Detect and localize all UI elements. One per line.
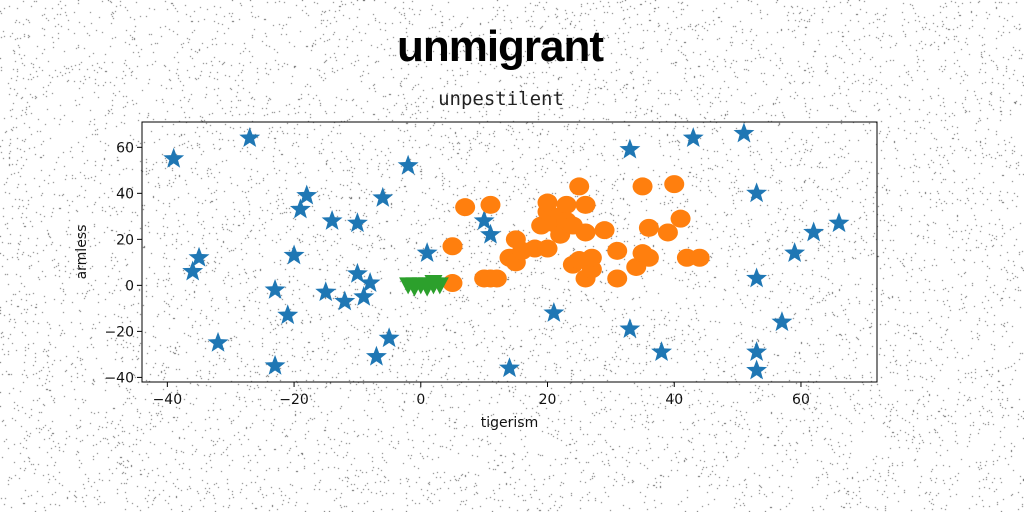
series-2-point xyxy=(657,223,678,242)
series-1-point xyxy=(346,212,368,233)
series-1-point xyxy=(239,127,261,148)
series-1-point xyxy=(315,281,337,302)
x-axis-ticks: −40 −20 0 20 40 60 xyxy=(153,382,810,408)
y-tick-label: 40 xyxy=(116,186,134,202)
series-1-point xyxy=(733,122,755,143)
series-1-point xyxy=(188,246,210,267)
series-2-point xyxy=(670,209,691,228)
x-tick-label: 40 xyxy=(665,392,683,408)
x-tick-label: 20 xyxy=(539,392,557,408)
x-axis-label: tigerism xyxy=(481,415,538,431)
series-2-point xyxy=(455,198,476,217)
series-2-point xyxy=(575,195,596,214)
series-2-point xyxy=(556,195,577,214)
series-1-point xyxy=(346,262,368,283)
series-1-point xyxy=(746,182,768,203)
y-axis-label: armless xyxy=(74,225,90,280)
series-1-point xyxy=(321,209,343,230)
series-2-point xyxy=(607,269,628,288)
y-tick-label: −40 xyxy=(104,370,134,386)
series-2-point xyxy=(442,237,463,256)
series-1-point xyxy=(207,331,229,352)
y-tick-label: −20 xyxy=(104,324,134,340)
series-1-point xyxy=(334,290,356,311)
series-1-point xyxy=(473,209,495,230)
series-3-point xyxy=(405,279,424,297)
series-1-point xyxy=(289,198,311,219)
series-1-point xyxy=(378,327,400,348)
series-2-point xyxy=(486,269,507,288)
series-2-point xyxy=(594,221,615,240)
series-1-point xyxy=(264,354,286,375)
plot-marks xyxy=(163,122,850,380)
series-1-point xyxy=(746,267,768,288)
series-2-point xyxy=(632,177,653,196)
series-1-point xyxy=(828,212,850,233)
series-1-point xyxy=(353,285,375,306)
series-1-point xyxy=(746,359,768,380)
x-tick-label: 60 xyxy=(792,392,810,408)
series-1-point xyxy=(296,184,318,205)
series-1-point xyxy=(784,242,806,263)
series-1-point xyxy=(277,304,299,325)
series-2-point xyxy=(607,241,628,260)
x-tick-label: 0 xyxy=(416,392,425,408)
series-1-point xyxy=(264,278,286,299)
page-subtitle: unpestilent xyxy=(438,88,564,110)
series-1-point xyxy=(359,272,381,292)
page-title: unmigrant xyxy=(396,22,604,71)
series-1-point xyxy=(480,223,501,244)
series-1-point xyxy=(397,154,419,175)
series-2-point xyxy=(569,177,590,196)
y-tick-label: 60 xyxy=(116,140,134,156)
series-1-point xyxy=(499,357,520,378)
series-1-point xyxy=(803,221,825,242)
series-2-point xyxy=(480,195,501,214)
series-1-point xyxy=(163,147,185,168)
x-tick-label: −20 xyxy=(279,392,309,408)
series-1-point xyxy=(283,244,305,265)
x-tick-label: −40 xyxy=(153,392,183,408)
plot-frame xyxy=(141,121,878,383)
series-2-point xyxy=(638,248,659,267)
series-1-point xyxy=(365,345,387,366)
series-2-point xyxy=(537,193,558,212)
series-2-point xyxy=(581,248,602,267)
series-2-point xyxy=(638,218,659,237)
series-1-point xyxy=(619,318,641,338)
series-1-point xyxy=(746,341,768,361)
series-1-point xyxy=(651,341,673,361)
series-1-point xyxy=(771,311,793,332)
series-2-point xyxy=(689,248,710,267)
series-1-point xyxy=(182,260,204,281)
series-1-point xyxy=(543,301,565,322)
y-axis-ticks: −40 −20 0 20 40 60 xyxy=(104,140,142,386)
series-2-point xyxy=(664,175,685,194)
series-2-point xyxy=(575,223,596,242)
series-1-point xyxy=(372,186,394,207)
series-1-point xyxy=(416,242,438,263)
series-2-point xyxy=(537,239,558,258)
series-3-point xyxy=(424,275,443,293)
series-1-point xyxy=(619,138,641,159)
y-tick-label: 0 xyxy=(125,278,134,294)
y-tick-label: 20 xyxy=(116,232,134,248)
series-1-point xyxy=(682,127,704,148)
